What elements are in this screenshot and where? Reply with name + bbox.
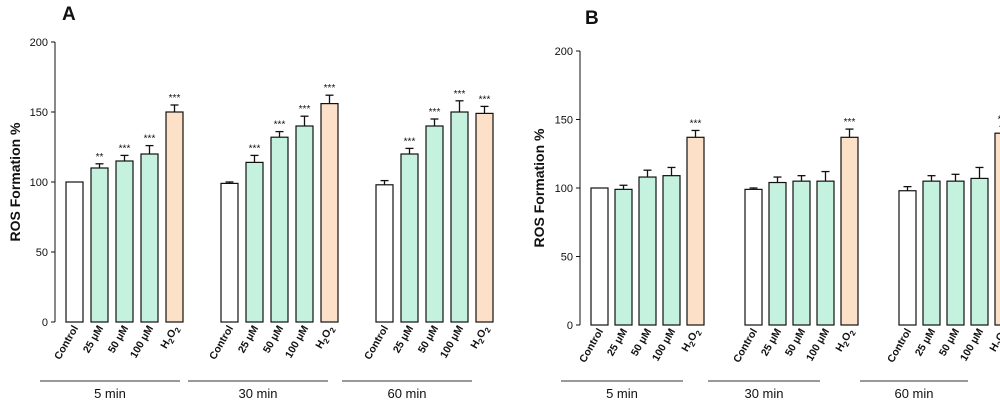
x-tick-label: Control [52,323,81,361]
x-tick-label: Control [362,323,391,361]
x-tick-label: H2O2 [833,326,858,355]
significance-label: *** [249,143,261,154]
x-tick-label: H2O2 [679,326,704,355]
bar [614,188,633,326]
bar [220,182,239,323]
bar [400,153,419,323]
x-tick-label: 100 μM [650,326,678,363]
x-tick-label: 50 μM [629,326,654,358]
y-tick-label: 200 [555,46,573,58]
significance-label: *** [299,104,311,115]
y-axis-label: ROS Formation % [7,122,23,242]
significance-label: *** [274,120,286,131]
x-tick-label: 50 μM [106,323,131,355]
y-tick-label: 100 [555,183,573,195]
bar [295,125,314,323]
bar [90,167,109,323]
bar [638,176,657,326]
significance-label: *** [479,94,491,105]
significance-label: *** [454,89,466,100]
bar [425,125,444,323]
bar [816,180,835,326]
group-label: 5 min [94,386,126,401]
bar [65,181,84,323]
y-tick-label: 50 [36,247,48,259]
bar [320,102,339,323]
bar [768,181,787,326]
x-tick-label: 100 μM [958,326,986,363]
group-label: 60 min [894,386,933,401]
x-tick-label: 50 μM [261,323,286,355]
x-tick-label: 25 μM [913,326,938,358]
bar [140,153,159,323]
x-tick-label: 100 μM [128,323,156,360]
x-tick-label: 100 μM [804,326,832,363]
y-tick-label: 100 [30,177,48,189]
y-tick-label: 150 [30,107,48,119]
y-axis-label: ROS Formation % [531,128,547,248]
significance-label: *** [429,107,441,118]
bar [450,111,469,323]
x-tick-label: Control [207,323,236,361]
panel-letter: B [585,8,599,29]
bar [270,136,289,323]
x-tick-label: 25 μM [605,326,630,358]
significance-label: *** [998,114,1000,125]
x-tick-label: 25 μM [81,323,106,355]
panel-a: A 0 50 100 150 200 ROS Formation % Control ** 25 … [7,4,494,401]
y-tick-label: 200 [30,37,48,49]
group-label: 30 min [744,386,783,401]
y-tick-label: 150 [555,115,573,127]
x-tick-label: 50 μM [937,326,962,358]
x-tick-label: 25 μM [236,323,261,355]
x-tick-label: 50 μM [416,323,441,355]
panel-letter: A [62,4,76,25]
x-tick-label: H2O2 [987,326,1000,355]
x-tick-label: 25 μM [759,326,784,358]
x-tick-label: Control [577,326,606,364]
bar [744,188,763,326]
bar [898,190,917,326]
x-tick-label: H2O2 [158,323,183,352]
significance-label: *** [324,83,336,94]
significance-label: *** [690,118,702,129]
y-tick-label: 0 [42,317,48,329]
bar [946,180,965,326]
significance-label: *** [404,136,416,147]
x-tick-label: H2O2 [468,323,493,352]
bar [686,136,705,326]
group-label: 5 min [606,386,638,401]
y-tick-label: 50 [561,252,573,264]
x-tick-label: 25 μM [391,323,416,355]
significance-label: *** [844,117,856,128]
bar [970,177,989,326]
significance-label: *** [119,143,131,154]
bar [662,175,681,326]
bar [375,184,394,323]
bar [245,161,264,323]
bar [922,180,941,326]
bar [994,132,1000,326]
bar [115,160,134,323]
x-tick-label: Control [885,326,914,364]
bar [475,112,494,323]
significance-label: *** [144,134,156,145]
x-tick-label: Control [731,326,760,364]
x-tick-label: 50 μM [783,326,808,358]
bar [792,180,811,326]
significance-label: ** [96,152,104,163]
bar [590,187,609,326]
y-tick-label: 0 [567,320,573,332]
group-label: 30 min [238,386,277,401]
x-tick-label: 100 μM [283,323,311,360]
significance-label: *** [169,93,181,104]
bar [165,111,184,323]
x-tick-label: H2O2 [313,323,338,352]
bar [840,136,859,326]
x-tick-label: 100 μM [438,323,466,360]
group-label: 60 min [387,386,426,401]
